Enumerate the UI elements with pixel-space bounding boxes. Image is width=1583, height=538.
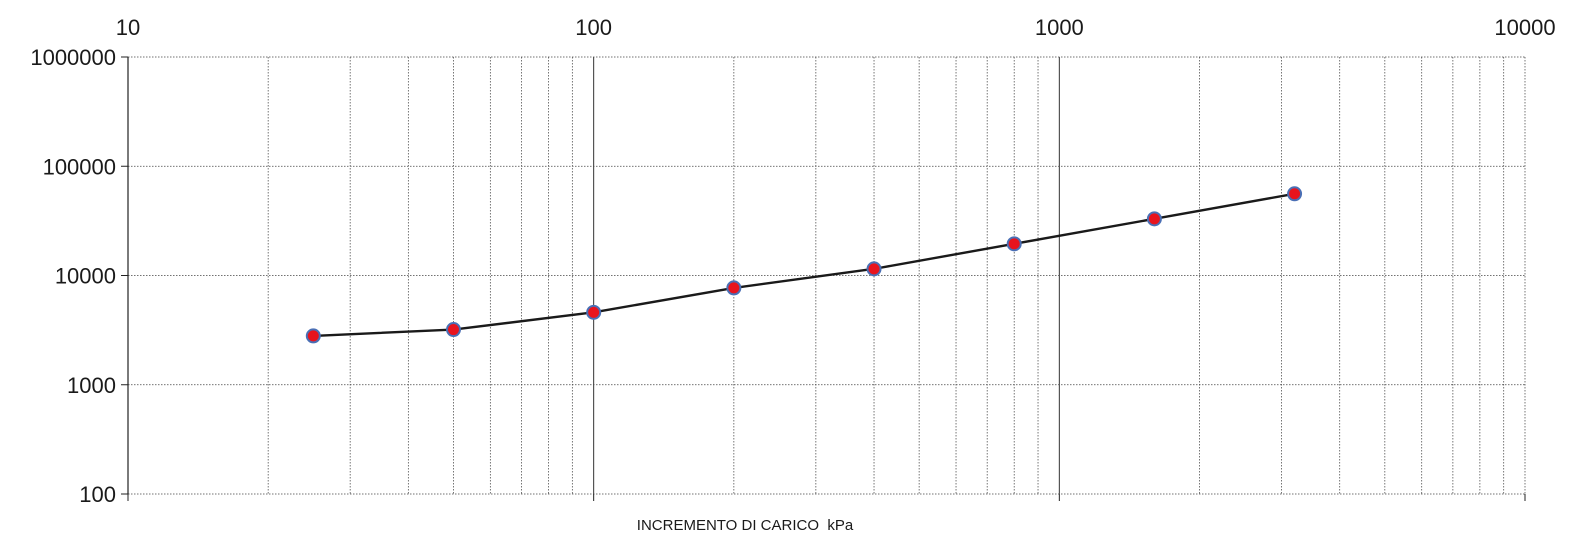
y-tick-label: 1000000 — [30, 45, 116, 70]
data-point — [1146, 211, 1162, 227]
data-point — [726, 280, 742, 296]
data-point — [1006, 236, 1022, 252]
y-tick-labels: 1000000 100000 10000 1000 100 — [30, 45, 116, 507]
axes — [121, 56, 1526, 501]
y-tick-label: 100 — [79, 482, 116, 507]
data-point — [1287, 186, 1303, 202]
y-tick-label: 1000 — [67, 373, 116, 398]
data-point — [586, 304, 602, 320]
data-point — [305, 328, 321, 344]
data-point — [866, 261, 882, 277]
x-tick-label: 100 — [575, 15, 612, 40]
grid — [128, 56, 1526, 495]
x-tick-labels: 10 100 1000 10000 — [116, 15, 1556, 40]
series — [305, 186, 1303, 344]
x-tick-label: 1000 — [1035, 15, 1084, 40]
y-tick-label: 10000 — [55, 264, 116, 289]
data-point — [445, 322, 461, 338]
series-line — [313, 192, 1295, 338]
y-tick-label: 100000 — [43, 154, 116, 179]
x-tick-label: 10 — [116, 15, 140, 40]
x-tick-label: 10000 — [1494, 15, 1555, 40]
x-axis-title: INCREMENTO DI CARICO kPa — [637, 517, 854, 534]
